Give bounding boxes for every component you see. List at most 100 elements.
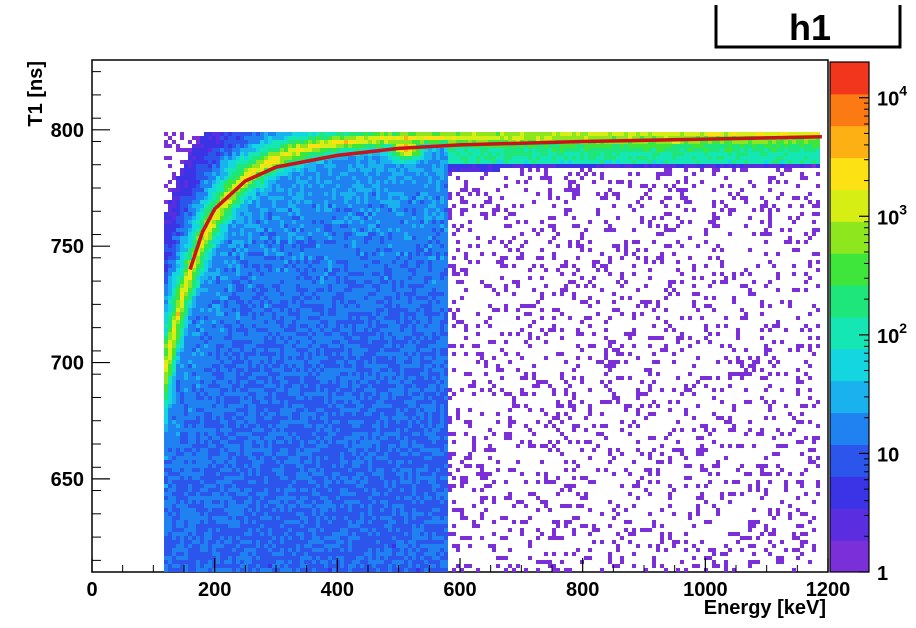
heatmap-cell: [252, 392, 256, 396]
heatmap-cell: [196, 332, 200, 336]
heatmap-cell: [336, 464, 340, 468]
heatmap-cell: [316, 208, 320, 212]
heatmap-cell: [340, 208, 344, 212]
heatmap-cell: [268, 400, 272, 404]
heatmap-cell: [248, 428, 252, 432]
heatmap-cell: [236, 272, 240, 276]
heatmap-cell: [256, 176, 260, 180]
heatmap-cell: [204, 380, 208, 384]
heatmap-cell: [304, 164, 308, 168]
heatmap-cell: [324, 276, 328, 280]
heatmap-cell: [260, 344, 264, 348]
heatmap-cell: [180, 364, 184, 368]
heatmap-cell: [188, 468, 192, 472]
heatmap-cell: [236, 260, 240, 264]
heatmap-cell: [328, 332, 332, 336]
heatmap-cell: [288, 516, 292, 520]
heatmap-cell: [344, 176, 348, 180]
heatmap-cell: [308, 524, 312, 528]
heatmap-cell: [264, 308, 268, 312]
heatmap-cell: [212, 212, 216, 216]
heatmap-cell: [320, 352, 324, 356]
heatmap-cell: [188, 516, 192, 520]
heatmap-cell: [248, 148, 252, 152]
heatmap-cell: [304, 536, 308, 540]
heatmap-cell: [172, 508, 176, 512]
heatmap-cell: [196, 388, 200, 392]
heatmap-cell: [288, 152, 292, 156]
heatmap-cell: [344, 244, 348, 248]
heatmap-cell: [300, 516, 304, 520]
heatmap-cell: [220, 340, 224, 344]
heatmap-cell: [176, 424, 180, 428]
heatmap-cell: [328, 164, 332, 168]
heatmap-cell: [308, 508, 312, 512]
heatmap-cell: [260, 188, 264, 192]
heatmap-cell: [324, 248, 328, 252]
heatmap-cell: [252, 544, 256, 548]
heatmap-cell: [260, 400, 264, 404]
heatmap-cell: [224, 180, 228, 184]
heatmap-cell: [248, 528, 252, 532]
heatmap-cell: [344, 396, 348, 400]
heatmap-cell: [312, 180, 316, 184]
heatmap-cell: [168, 264, 172, 268]
heatmap-cell: [336, 372, 340, 376]
heatmap-cell: [192, 280, 196, 284]
heatmap-cell: [312, 448, 316, 452]
heatmap-cell: [324, 300, 328, 304]
heatmap-cell: [216, 512, 220, 516]
heatmap-cell: [300, 528, 304, 532]
heatmap-cell: [204, 148, 208, 152]
heatmap-cell: [296, 296, 300, 300]
heatmap-cell: [304, 392, 308, 396]
heatmap-cell: [320, 324, 324, 328]
heatmap-cell: [244, 508, 248, 512]
heatmap-cell: [300, 320, 304, 324]
heatmap-cell: [332, 556, 336, 560]
heatmap-cell: [284, 440, 288, 444]
heatmap-cell: [296, 368, 300, 372]
heatmap-cell: [332, 348, 336, 352]
heatmap-cell: [208, 284, 212, 288]
heatmap-cell: [268, 348, 272, 352]
heatmap-cell: [288, 540, 292, 544]
heatmap-cell: [304, 300, 308, 304]
heatmap-cell: [208, 412, 212, 416]
heatmap-cell: [236, 432, 240, 436]
heatmap-cell: [312, 332, 316, 336]
heatmap-cell: [312, 528, 316, 532]
heatmap-cell: [280, 236, 284, 240]
heatmap-cell: [236, 520, 240, 524]
heatmap-cell: [252, 352, 256, 356]
heatmap-cell: [192, 180, 196, 184]
heatmap-cell: [172, 344, 176, 348]
heatmap-cell: [296, 400, 300, 404]
heatmap-cell: [292, 500, 296, 504]
heatmap-cell: [168, 480, 172, 484]
heatmap-cell: [208, 248, 212, 252]
heatmap-cell: [224, 260, 228, 264]
heatmap-cell: [324, 536, 328, 540]
heatmap-cell: [176, 460, 180, 464]
heatmap-cell: [304, 564, 308, 568]
heatmap-cell: [204, 252, 208, 256]
heatmap-cell: [280, 540, 284, 544]
heatmap-cell: [316, 260, 320, 264]
heatmap-cell: [256, 456, 260, 460]
heatmap-cell: [300, 540, 304, 544]
heatmap-cell: [200, 368, 204, 372]
heatmap-cell: [188, 360, 192, 364]
heatmap-cell: [324, 352, 328, 356]
heatmap-cell: [276, 340, 280, 344]
heatmap-cell: [228, 164, 232, 168]
heatmap-cell: [204, 532, 208, 536]
heatmap-cell: [220, 484, 224, 488]
heatmap-cell: [200, 348, 204, 352]
heatmap-cell: [272, 244, 276, 248]
heatmap-cell: [244, 276, 248, 280]
heatmap-cell: [320, 424, 324, 428]
heatmap-cell: [252, 452, 256, 456]
heatmap-cell: [180, 280, 184, 284]
heatmap-cell: [232, 204, 236, 208]
